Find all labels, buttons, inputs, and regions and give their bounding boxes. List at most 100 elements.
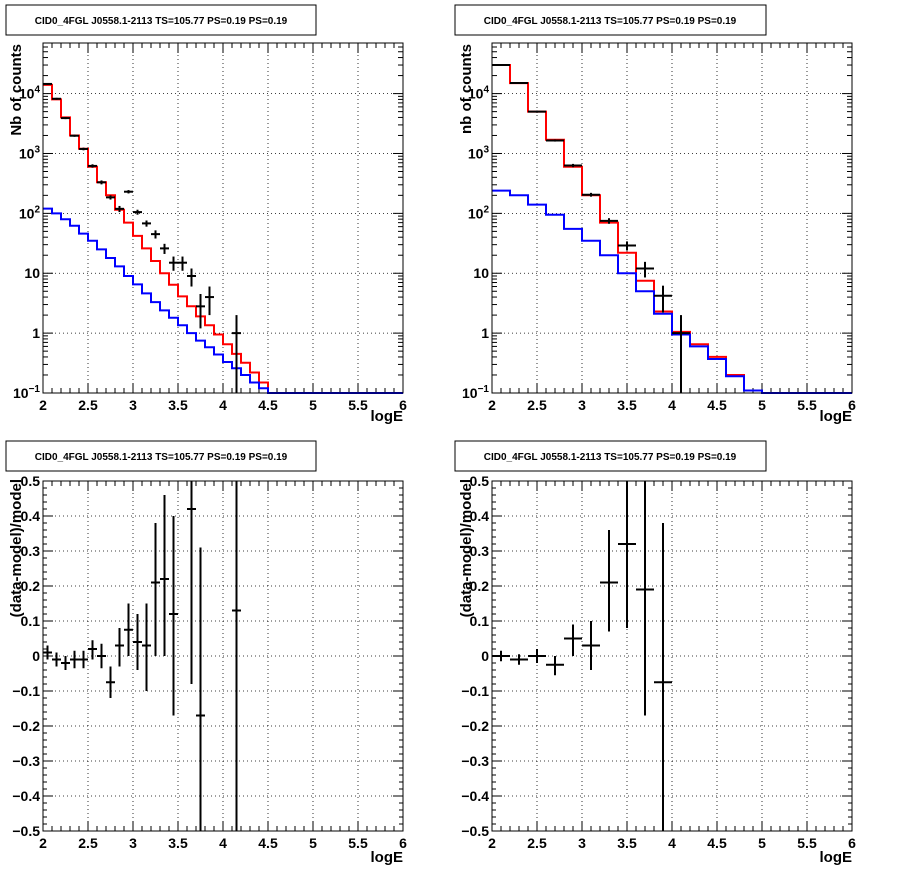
plot-frame bbox=[491, 42, 853, 394]
histogram-series bbox=[492, 189, 852, 394]
x-tick-label: 2 bbox=[488, 397, 496, 413]
y-tick-label: 0.5 bbox=[470, 473, 490, 489]
x-tick-label: 5 bbox=[309, 397, 317, 413]
y-tick-label: 10 bbox=[24, 265, 40, 281]
y-tick-label: −0.2 bbox=[461, 718, 489, 734]
x-tick-label: 6 bbox=[399, 397, 407, 413]
x-tick-label: 2 bbox=[488, 835, 496, 851]
x-tick-label: 5.5 bbox=[797, 397, 817, 413]
y-tick-label: 102 bbox=[19, 204, 41, 221]
y-tick-label: −0.3 bbox=[12, 753, 40, 769]
y-tick-label: 104 bbox=[19, 85, 41, 102]
y-axis-label: Nb of counts bbox=[8, 44, 25, 136]
x-tick-label: 2 bbox=[39, 397, 47, 413]
y-tick-label: −0.2 bbox=[12, 718, 40, 734]
x-tick-label: 3.5 bbox=[168, 835, 188, 851]
x-tick-label: 3.5 bbox=[168, 397, 188, 413]
x-tick-label: 4 bbox=[668, 835, 676, 851]
y-tick-label: 0.5 bbox=[21, 473, 41, 489]
plot-frame bbox=[42, 42, 404, 394]
y-tick-label: 102 bbox=[468, 204, 490, 221]
y-tick-label: 0.1 bbox=[470, 613, 490, 629]
y-tick-label: 1 bbox=[32, 325, 40, 341]
y-tick-label: 103 bbox=[19, 144, 41, 161]
x-tick-label: 6 bbox=[848, 397, 856, 413]
x-tick-label: 4.5 bbox=[258, 835, 278, 851]
y-tick-label: 0 bbox=[32, 648, 40, 664]
panel-residuals-left: CID0_4FGL J0558.1-2113 TS=105.77 PS=0.19… bbox=[5, 440, 407, 866]
panel-counts-left: CID0_4FGL J0558.1-2113 TS=105.77 PS=0.19… bbox=[5, 4, 407, 425]
x-tick-label: 4.5 bbox=[707, 835, 727, 851]
y-tick-label: 0.1 bbox=[21, 613, 41, 629]
y-tick-label: −0.5 bbox=[461, 823, 489, 839]
y-tick-label: 104 bbox=[468, 85, 490, 102]
plot-frame bbox=[491, 480, 853, 832]
plot-area: 2 2.5 3 3.5 4 4.5 5 5.5 6 10−1 1 10 102 103 104 bbox=[13, 42, 407, 413]
title-box bbox=[454, 4, 767, 36]
title-box bbox=[5, 4, 317, 36]
x-axis-label: logE bbox=[820, 408, 853, 425]
x-tick-label: 5.5 bbox=[348, 397, 368, 413]
x-tick-label: 4 bbox=[219, 397, 227, 413]
x-tick-label: 4 bbox=[219, 835, 227, 851]
y-tick-label: −0.1 bbox=[12, 683, 40, 699]
x-tick-label: 4.5 bbox=[707, 397, 727, 413]
x-tick-label: 6 bbox=[848, 835, 856, 851]
x-tick-label: 5 bbox=[758, 835, 766, 851]
x-axis-label: logE bbox=[371, 408, 404, 425]
x-axis-label: logE bbox=[371, 849, 404, 866]
x-tick-label: 5.5 bbox=[797, 835, 817, 851]
y-axis-label: (data-model)/model bbox=[458, 479, 475, 617]
panel-counts-right: CID0_4FGL J0558.1-2113 TS=105.77 PS=0.19… bbox=[454, 4, 856, 425]
x-tick-label: 4 bbox=[668, 397, 676, 413]
chart-title: CID0_4FGL J0558.1-2113 TS=105.77 PS=0.19… bbox=[35, 452, 288, 463]
x-tick-label: 2.5 bbox=[78, 397, 98, 413]
histogram-series bbox=[43, 207, 403, 394]
y-tick-label: 10−1 bbox=[462, 384, 489, 401]
x-tick-label: 2.5 bbox=[527, 397, 547, 413]
y-tick-label: 0 bbox=[481, 648, 489, 664]
x-tick-label: 3 bbox=[129, 397, 137, 413]
y-tick-label: 0.4 bbox=[21, 508, 41, 524]
y-tick-label: 0.3 bbox=[470, 543, 490, 559]
y-axis-label: nb of counts bbox=[458, 44, 475, 134]
y-tick-label: 0.3 bbox=[21, 543, 41, 559]
chart-title: CID0_4FGL J0558.1-2113 TS=105.77 PS=0.19… bbox=[484, 452, 737, 463]
x-tick-label: 4.5 bbox=[258, 397, 278, 413]
x-tick-label: 3.5 bbox=[617, 397, 637, 413]
y-tick-label: 10 bbox=[473, 265, 489, 281]
x-tick-label: 5 bbox=[758, 397, 766, 413]
title-box bbox=[5, 440, 317, 472]
chart-title: CID0_4FGL J0558.1-2113 TS=105.77 PS=0.19… bbox=[484, 16, 737, 27]
y-tick-label: −0.4 bbox=[461, 788, 489, 804]
x-tick-label: 5.5 bbox=[348, 835, 368, 851]
x-tick-label: 3 bbox=[578, 835, 586, 851]
y-axis-label: (data-model)/model bbox=[8, 479, 25, 617]
x-tick-label: 3.5 bbox=[617, 835, 637, 851]
y-tick-label: 103 bbox=[468, 144, 490, 161]
y-tick-label: 0.4 bbox=[470, 508, 490, 524]
plot-area: 2 2.5 3 3.5 4 4.5 5 5.5 6 −0.5 −0.4 −0.3 −0.2 −0.1 0 0.… bbox=[461, 473, 856, 851]
plot-area: 2 2.5 3 3.5 4 4.5 5 5.5 6 10−1 1 10 102 103 104 bbox=[462, 42, 856, 413]
x-tick-label: 3 bbox=[578, 397, 586, 413]
plot-frame bbox=[42, 480, 404, 832]
y-tick-label: 0.2 bbox=[470, 578, 490, 594]
y-tick-label: 1 bbox=[481, 325, 489, 341]
x-tick-label: 3 bbox=[129, 835, 137, 851]
x-tick-label: 2.5 bbox=[527, 835, 547, 851]
y-tick-label: −0.5 bbox=[12, 823, 40, 839]
x-tick-label: 2.5 bbox=[78, 835, 98, 851]
panel-residuals-right: CID0_4FGL J0558.1-2113 TS=105.77 PS=0.19… bbox=[454, 440, 856, 866]
chart-title: CID0_4FGL J0558.1-2113 TS=105.77 PS=0.19… bbox=[35, 16, 288, 27]
x-tick-label: 6 bbox=[399, 835, 407, 851]
x-tick-label: 5 bbox=[309, 835, 317, 851]
title-box bbox=[454, 440, 767, 472]
y-tick-label: −0.4 bbox=[12, 788, 40, 804]
y-tick-label: −0.3 bbox=[461, 753, 489, 769]
y-tick-label: −0.1 bbox=[461, 683, 489, 699]
y-tick-label: 10−1 bbox=[13, 384, 40, 401]
y-tick-label: 0.2 bbox=[21, 578, 41, 594]
plot-area: 2 2.5 3 3.5 4 4.5 5 5.5 6 −0.5 −0.4 −0.3 −0.2 −0.1 0 0.… bbox=[12, 473, 407, 851]
x-axis-label: logE bbox=[820, 849, 853, 866]
